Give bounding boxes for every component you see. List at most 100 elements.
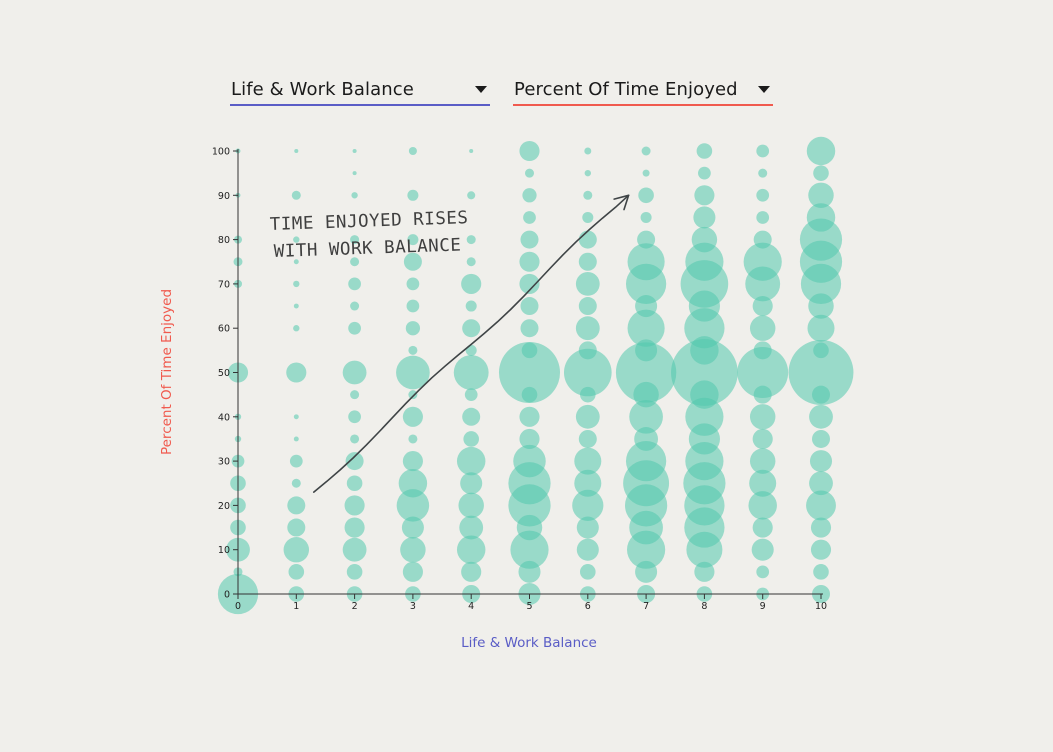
data-bubble bbox=[286, 362, 307, 383]
data-bubble bbox=[671, 339, 738, 406]
x-tick-label: 2 bbox=[352, 601, 358, 612]
data-bubble bbox=[737, 347, 789, 398]
data-bubble bbox=[402, 451, 423, 472]
data-bubble bbox=[758, 168, 768, 178]
data-bubble bbox=[813, 564, 829, 580]
data-bubble bbox=[400, 536, 426, 563]
data-bubble bbox=[638, 187, 654, 204]
data-bubble bbox=[289, 454, 303, 468]
data-bubble bbox=[523, 211, 536, 224]
data-bubble bbox=[520, 230, 539, 249]
data-bubble bbox=[615, 342, 677, 403]
chevron-down-icon[interactable] bbox=[475, 85, 487, 93]
y-tick-label: 70 bbox=[218, 279, 230, 290]
data-bubble bbox=[696, 143, 713, 159]
x-tick-label: 7 bbox=[643, 601, 649, 612]
data-bubble bbox=[520, 319, 539, 338]
data-bubble bbox=[396, 489, 430, 522]
data-bubble bbox=[287, 496, 306, 515]
annotation-line-1: TIME ENJOYED RISES bbox=[269, 208, 468, 235]
data-bubble bbox=[749, 448, 776, 474]
x-tick-label: 0 bbox=[235, 601, 241, 612]
data-bubble bbox=[456, 446, 486, 476]
data-bubble bbox=[461, 561, 482, 582]
data-bubble bbox=[351, 192, 358, 199]
y-tick-label: 50 bbox=[218, 368, 230, 379]
data-bubble bbox=[456, 535, 486, 564]
data-bubble bbox=[293, 414, 299, 420]
data-bubble bbox=[685, 397, 724, 436]
x-axis-select[interactable]: Life & Work Balance bbox=[230, 74, 490, 106]
data-bubble bbox=[342, 360, 367, 385]
data-bubble bbox=[756, 211, 770, 224]
data-bubble bbox=[582, 211, 594, 223]
data-bubble bbox=[350, 390, 360, 400]
x-axis-select-label: Life & Work Balance bbox=[231, 78, 414, 100]
data-bubble bbox=[398, 469, 428, 498]
data-bubble bbox=[291, 190, 301, 200]
data-bubble bbox=[629, 399, 663, 434]
data-bubble bbox=[406, 277, 420, 291]
data-bubble bbox=[563, 348, 612, 397]
data-bubble bbox=[348, 277, 361, 291]
data-bubble bbox=[283, 536, 310, 563]
data-bubble bbox=[810, 539, 832, 560]
y-tick-label: 30 bbox=[218, 457, 230, 468]
annotation-arrowhead bbox=[613, 194, 630, 211]
data-bubble bbox=[510, 530, 549, 569]
data-bubble bbox=[508, 484, 551, 527]
data-bubble bbox=[350, 235, 360, 245]
data-bubble bbox=[406, 299, 420, 313]
data-bubble bbox=[396, 355, 430, 390]
data-bubble bbox=[407, 234, 419, 246]
data-bubble bbox=[402, 561, 423, 582]
y-axis-select-label: Percent Of Time Enjoyed bbox=[514, 78, 738, 100]
data-bubble bbox=[403, 252, 422, 271]
data-bubble bbox=[583, 190, 593, 200]
data-bubble bbox=[519, 140, 540, 162]
data-bubble bbox=[293, 259, 299, 265]
handwritten-annotation: TIME ENJOYED RISES WITH WORK BALANCE bbox=[269, 194, 630, 493]
data-bubble bbox=[293, 236, 300, 243]
data-bubble bbox=[748, 491, 777, 520]
chevron-down-icon[interactable] bbox=[758, 85, 770, 93]
data-bubble bbox=[462, 319, 481, 338]
data-bubble bbox=[519, 428, 540, 450]
data-bubble bbox=[810, 517, 832, 538]
data-bubble bbox=[348, 321, 361, 335]
y-tick-label: 20 bbox=[218, 501, 230, 512]
data-bubble bbox=[408, 146, 417, 156]
data-bubble bbox=[572, 489, 604, 521]
data-bubble bbox=[287, 518, 306, 537]
data-bubble bbox=[694, 185, 715, 206]
data-bubble bbox=[574, 447, 602, 475]
data-bubble bbox=[464, 388, 478, 402]
data-bubble bbox=[684, 308, 725, 349]
annotation-line-2: WITH WORK BALANCE bbox=[273, 235, 461, 262]
data-bubble bbox=[812, 429, 830, 448]
data-bubble bbox=[498, 341, 561, 404]
data-bubble bbox=[521, 386, 538, 403]
data-bubble bbox=[342, 537, 367, 562]
data-bubble bbox=[808, 293, 834, 319]
y-tick-label: 60 bbox=[218, 324, 230, 335]
data-bubble bbox=[575, 271, 600, 296]
data-bubble bbox=[465, 344, 477, 356]
data-bubble bbox=[809, 404, 833, 429]
data-bubble bbox=[806, 490, 836, 521]
data-bubble bbox=[809, 450, 833, 473]
y-axis-select[interactable]: Percent Of Time Enjoyed bbox=[513, 74, 773, 106]
data-bubble bbox=[788, 340, 854, 405]
data-bubble bbox=[460, 472, 483, 495]
y-tick-label: 0 bbox=[224, 590, 230, 601]
x-tick-label: 10 bbox=[815, 601, 827, 612]
data-bubble bbox=[641, 146, 651, 156]
data-bubble bbox=[580, 386, 596, 403]
data-bubble bbox=[518, 560, 541, 583]
data-bubble bbox=[344, 517, 365, 538]
data-bubble bbox=[407, 189, 419, 201]
data-bubble bbox=[466, 235, 476, 245]
data-bubble bbox=[580, 564, 596, 580]
data-bubble bbox=[808, 182, 834, 209]
